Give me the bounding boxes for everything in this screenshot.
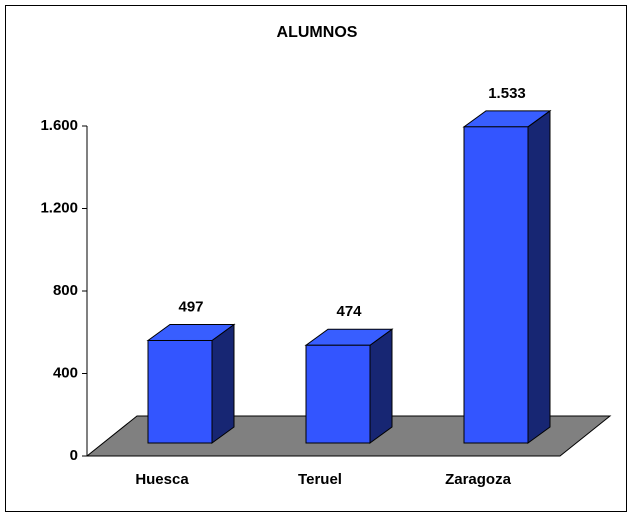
data-label: 497	[178, 298, 203, 315]
y-tick-label: 1.200	[40, 199, 78, 216]
x-tick-label: Zaragoza	[445, 471, 512, 488]
chart-title: ALUMNOS	[277, 24, 358, 41]
y-tick-label: 400	[53, 364, 78, 381]
bar-side	[527, 109, 551, 444]
y-tick-label: 0	[70, 447, 78, 464]
bar-side	[211, 323, 235, 444]
y-tick-label: 800	[53, 282, 78, 299]
bar	[147, 339, 213, 444]
bar	[305, 344, 371, 444]
data-label: 474	[336, 303, 362, 320]
data-label: 1.533	[488, 85, 526, 102]
x-tick-label: Huesca	[135, 471, 189, 488]
bar	[463, 126, 529, 444]
x-tick-label: Teruel	[298, 471, 342, 488]
bar-side	[369, 328, 393, 444]
y-tick-label: 1.600	[40, 117, 78, 134]
